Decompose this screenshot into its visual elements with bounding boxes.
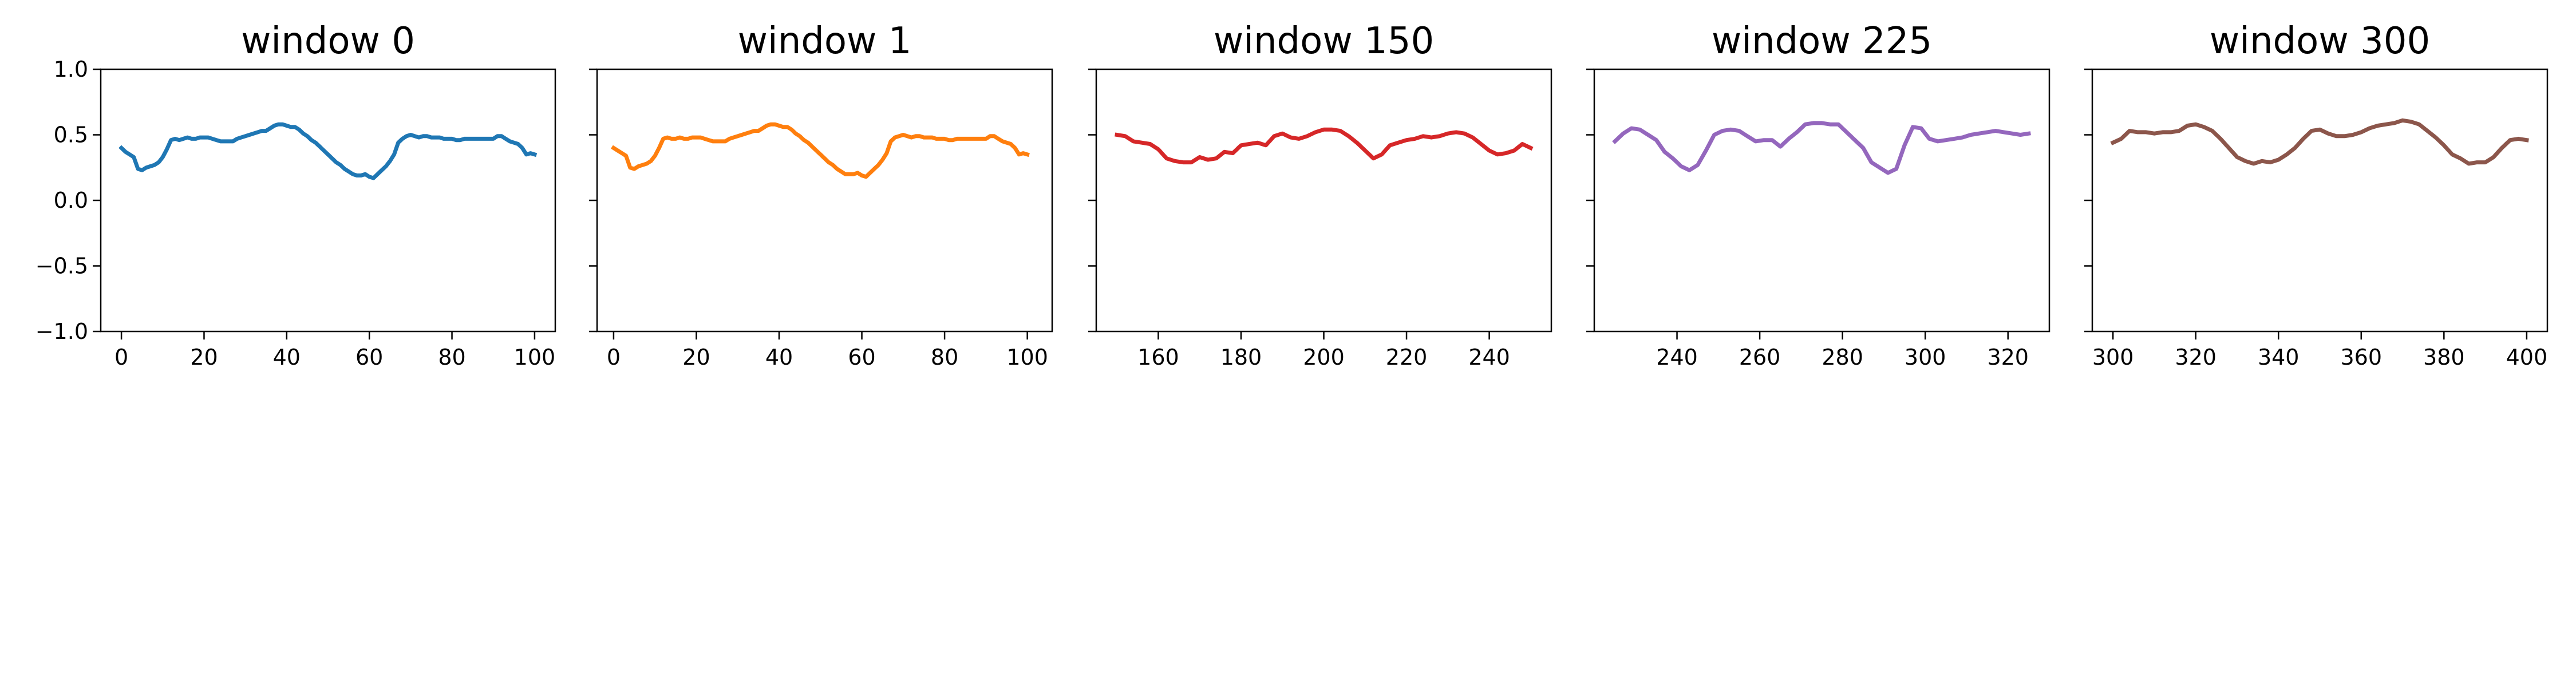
subplot-title: window 150 xyxy=(1214,20,1434,62)
x-tick-label: 380 xyxy=(2423,345,2465,370)
x-tick-label: 80 xyxy=(438,345,465,370)
x-tick-label: 60 xyxy=(355,345,383,370)
x-tick-label: 20 xyxy=(682,345,710,370)
x-tick-label: 20 xyxy=(190,345,218,370)
x-tick-label: 220 xyxy=(1386,345,1428,370)
subplot-title: window 1 xyxy=(738,20,912,62)
x-tick-label: 40 xyxy=(273,345,301,370)
x-tick-label: 60 xyxy=(848,345,875,370)
y-tick-label: −0.5 xyxy=(35,254,88,279)
y-tick-label: 0.5 xyxy=(54,123,88,148)
subplot-3: window 225 240 260 280 300 320 xyxy=(1586,20,2050,370)
subplot-title: window 0 xyxy=(241,20,415,62)
x-tick-label: 320 xyxy=(2175,345,2217,370)
x-tick-label: 300 xyxy=(1905,345,1946,370)
x-tick-label: 240 xyxy=(1468,345,1510,370)
x-tick-label: 100 xyxy=(1006,345,1048,370)
series-line-0 xyxy=(611,122,1030,179)
subplot-2: window 150 160 180 200 220 240 xyxy=(1088,20,1552,370)
subplot-0: window 0 0 20 40 60 80 100 −1.0 −0.5 0.0 0.5 1.0 xyxy=(35,20,556,370)
x-tick-label: 300 xyxy=(2092,345,2134,370)
y-tick-label: −1.0 xyxy=(35,319,88,344)
x-tick-label: 100 xyxy=(514,345,556,370)
series-line-0 xyxy=(1115,127,1534,165)
x-tick-label: 400 xyxy=(2506,345,2548,370)
series-line-0 xyxy=(1612,121,2031,175)
x-tick-label: 160 xyxy=(1137,345,1179,370)
x-tick-label: 280 xyxy=(1822,345,1863,370)
x-tick-label: 260 xyxy=(1739,345,1781,370)
series-line-0 xyxy=(118,122,538,180)
subplot-title: window 300 xyxy=(2210,20,2430,62)
x-tick-label: 0 xyxy=(607,345,621,370)
x-tick-label: 180 xyxy=(1220,345,1262,370)
subplot-1: window 1 0 20 40 60 80 100 xyxy=(589,20,1053,370)
x-tick-label: 40 xyxy=(765,345,793,370)
x-tick-label: 360 xyxy=(2341,345,2383,370)
subplot-4: window 300 300 320 340 360 380 400 xyxy=(2084,20,2549,370)
x-tick-label: 0 xyxy=(114,345,128,370)
y-tick-label: 1.0 xyxy=(54,57,88,82)
subplot-title: window 225 xyxy=(1712,20,1932,62)
x-tick-label: 340 xyxy=(2258,345,2300,370)
series-line-0 xyxy=(2110,118,2529,166)
y-tick-label: 0.0 xyxy=(54,188,88,213)
x-tick-label: 320 xyxy=(1987,345,2029,370)
x-tick-label: 200 xyxy=(1303,345,1345,370)
x-tick-label: 240 xyxy=(1656,345,1698,370)
x-tick-label: 80 xyxy=(931,345,958,370)
